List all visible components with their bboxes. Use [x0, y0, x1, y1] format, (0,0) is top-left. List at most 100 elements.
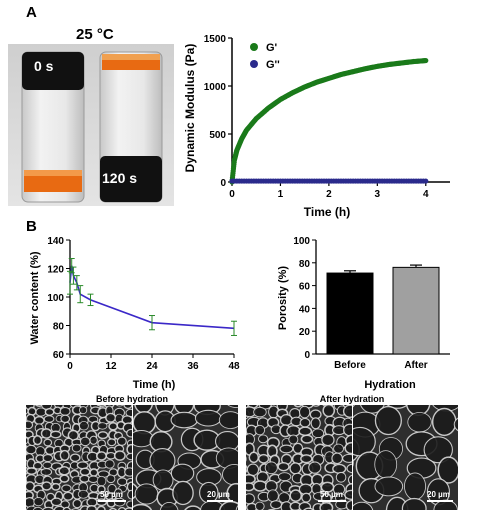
y-axis-label: Dynamic Modulus (Pa) — [183, 44, 197, 173]
vial-left-label: 0 s — [34, 58, 54, 74]
y-tick-label: 80 — [299, 259, 311, 270]
pore — [96, 475, 107, 487]
pore — [300, 434, 314, 444]
pore — [407, 412, 432, 433]
y-tick-label: 20 — [299, 327, 311, 338]
pore — [123, 405, 132, 410]
bar-before — [326, 272, 374, 355]
pore — [401, 497, 427, 510]
pore — [116, 436, 127, 446]
pore — [42, 461, 53, 469]
pore — [49, 430, 62, 439]
scale-bar — [98, 500, 126, 502]
pore — [299, 417, 311, 428]
pore — [310, 417, 321, 430]
pore — [41, 481, 52, 491]
data-point — [423, 57, 429, 64]
y-tick-label: 60 — [299, 282, 311, 293]
water-content-chart: 60 80 100 120 140 0 12 24 36 48 Water content (%)… — [29, 236, 240, 391]
pore — [40, 428, 53, 439]
pore — [303, 507, 315, 510]
pore — [59, 474, 70, 483]
panel-a-letter: A — [26, 4, 37, 21]
pore — [51, 482, 61, 491]
y-axis-label: Water content (%) — [29, 251, 41, 344]
x-tick-label: 0 — [229, 189, 235, 200]
y-tick-label: 500 — [209, 130, 226, 141]
y-tick-label: 1000 — [204, 82, 227, 93]
pore — [70, 508, 81, 510]
pore — [248, 451, 260, 464]
pore — [106, 474, 116, 484]
pore — [301, 492, 312, 503]
scale-bar-label: 20 µm — [427, 490, 450, 499]
x-tick-label: 24 — [146, 361, 158, 372]
pore — [403, 472, 427, 501]
pore — [42, 453, 54, 463]
pore — [277, 461, 290, 472]
scale-bar — [427, 500, 453, 502]
pore — [194, 409, 222, 427]
pore — [170, 411, 198, 429]
pore — [32, 461, 43, 470]
pore — [104, 459, 115, 469]
pore — [346, 463, 352, 474]
pore — [431, 407, 457, 437]
pore — [53, 505, 66, 510]
pore — [86, 504, 97, 510]
sem-after-title: After hydration — [319, 394, 385, 404]
sem-after-high-mag: 20 µm — [353, 405, 458, 510]
pore — [331, 452, 343, 465]
y-tick-label: 80 — [53, 322, 65, 333]
legend-marker-g-prime — [250, 43, 258, 51]
pore — [246, 473, 256, 485]
pore — [270, 500, 283, 510]
pore — [345, 499, 352, 510]
pore — [79, 474, 91, 483]
vial-right-label: 120 s — [102, 170, 138, 186]
pore — [289, 462, 302, 475]
pore — [321, 433, 335, 447]
pore — [26, 444, 37, 455]
pore — [298, 426, 313, 437]
pore — [149, 448, 176, 474]
pore — [423, 436, 453, 464]
series-g-prime — [229, 57, 429, 185]
pore — [246, 463, 260, 477]
pore — [293, 405, 303, 408]
pore — [69, 453, 81, 463]
pore — [437, 456, 458, 484]
pore — [299, 405, 311, 419]
pore — [353, 405, 356, 408]
x-axis-label: Time (h) — [304, 205, 350, 219]
pore — [126, 452, 132, 461]
pore — [126, 443, 132, 455]
pore — [115, 405, 124, 407]
pore — [33, 415, 45, 426]
pore — [319, 501, 334, 510]
pore — [60, 414, 71, 424]
pore — [117, 507, 127, 510]
pore — [279, 414, 293, 426]
pore — [95, 451, 108, 461]
pore — [62, 506, 71, 510]
pore — [107, 438, 117, 447]
pore — [257, 434, 269, 444]
pore — [264, 461, 278, 475]
pore — [277, 472, 292, 482]
scale-bar-label: 50 µm — [100, 490, 123, 499]
vial-left-cap — [22, 52, 84, 90]
pore — [124, 507, 132, 510]
vial-left — [21, 51, 85, 203]
pore — [32, 434, 43, 446]
pore — [79, 436, 91, 447]
x-tick-label: After — [404, 360, 427, 371]
pore — [279, 444, 294, 454]
series-g-double-prime — [229, 178, 429, 184]
pore — [289, 489, 303, 503]
pore — [117, 477, 128, 486]
scale-bar-label: 20 µm — [207, 490, 230, 499]
sem-before-high-mag: 20 µm — [133, 405, 238, 510]
pore — [300, 454, 313, 464]
x-axis-label: Time (h) — [133, 379, 176, 391]
